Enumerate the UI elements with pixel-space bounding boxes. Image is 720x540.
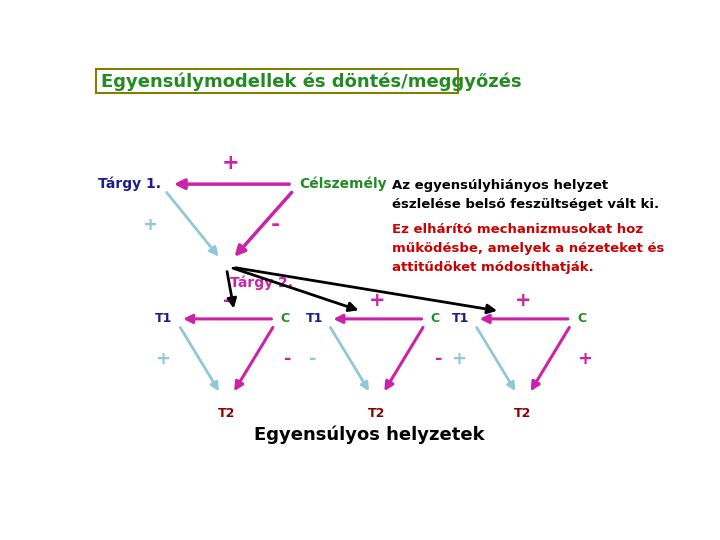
Text: -: - — [271, 214, 280, 234]
Text: Egyensúlyos helyzetek: Egyensúlyos helyzetek — [253, 425, 485, 444]
Text: +: + — [155, 350, 170, 368]
Text: T1: T1 — [451, 313, 469, 326]
Text: +: + — [142, 215, 157, 234]
Text: -: - — [435, 350, 442, 368]
Text: T1: T1 — [156, 313, 173, 326]
Text: C: C — [431, 313, 440, 326]
Text: +: + — [222, 153, 239, 173]
Text: -: - — [222, 291, 230, 309]
Text: Egyensúlymodellek és döntés/meggyőzés: Egyensúlymodellek és döntés/meggyőzés — [101, 72, 522, 91]
Text: +: + — [451, 350, 467, 368]
Text: C: C — [281, 313, 289, 326]
Text: +: + — [515, 291, 531, 309]
Text: T2: T2 — [368, 408, 385, 421]
Text: T2: T2 — [218, 408, 235, 421]
Text: Célszemély: Célszemély — [300, 177, 387, 191]
Text: C: C — [577, 313, 586, 326]
Text: +: + — [369, 291, 385, 309]
Text: T2: T2 — [514, 408, 531, 421]
Text: +: + — [577, 350, 592, 368]
Text: Ez elhárító mechanizmusokat hoz
működésbe, amelyek a nézeteket és
attitűdöket mó: Ez elhárító mechanizmusokat hoz működésb… — [392, 222, 665, 274]
Text: Az egyensúlyhiányos helyzet
észlelése belső feszültséget vált ki.: Az egyensúlyhiányos helyzet észlelése be… — [392, 179, 660, 211]
Text: -: - — [309, 350, 317, 368]
Text: -: - — [284, 350, 292, 368]
Text: T1: T1 — [305, 313, 323, 326]
Text: Tárgy 2.: Tárgy 2. — [230, 276, 294, 291]
Text: Tárgy 1.: Tárgy 1. — [98, 177, 161, 191]
